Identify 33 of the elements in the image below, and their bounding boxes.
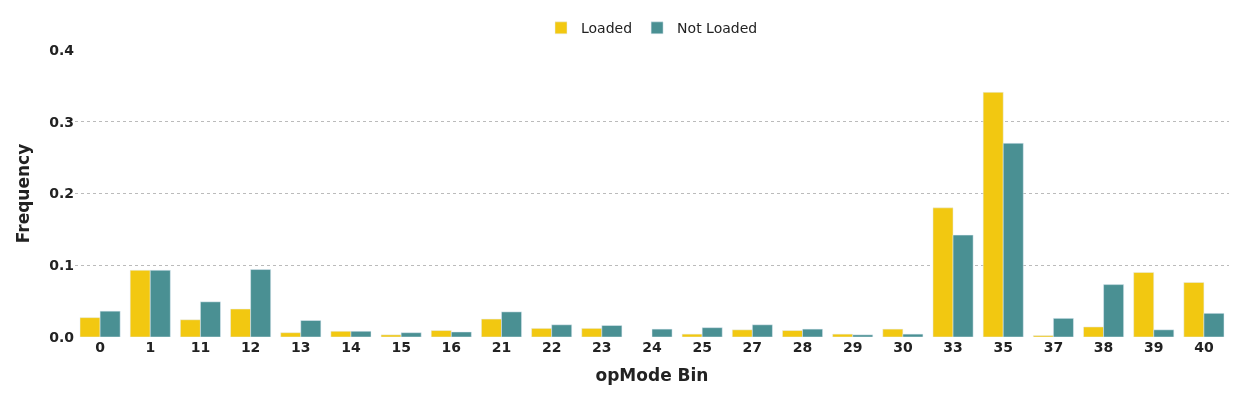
x-tick-label: 30: [893, 339, 913, 355]
x-tick-label: 40: [1194, 339, 1214, 355]
x-tick-label: 16: [441, 339, 462, 355]
x-tick-label: 21: [491, 339, 512, 355]
x-tick-label: 25: [692, 339, 712, 355]
bar: [651, 328, 673, 337]
x-tick-label: 14: [341, 339, 361, 355]
y-tick-label: 0.0: [49, 328, 75, 345]
x-tick-label: 22: [541, 339, 562, 355]
x-tick-label: 24: [642, 339, 662, 355]
x-tick-label: 28: [792, 339, 813, 355]
x-tick-label: 35: [993, 339, 1013, 355]
y-tick-label: 0.3: [49, 113, 74, 130]
x-tick-label: 15: [391, 339, 411, 355]
legend-label: Not Loaded: [677, 20, 758, 37]
y-tick-label: 0.2: [49, 185, 74, 202]
x-tick-label: 11: [190, 339, 211, 355]
x-tick-label: 37: [1043, 339, 1064, 355]
x-tick-label: 33: [943, 339, 963, 355]
x-tick-label: 29: [842, 339, 863, 355]
y-tick-label: 0.4: [49, 41, 75, 58]
x-tick-label: 39: [1144, 339, 1164, 355]
x-tick-label: 38: [1093, 339, 1114, 355]
x-tick-label: 1: [145, 339, 156, 355]
legend-label: Loaded: [581, 20, 633, 37]
x-tick-label: 12: [240, 339, 261, 355]
x-axis-title: opMode Bin: [595, 365, 709, 386]
y-axis-title: Frequency: [12, 143, 33, 244]
x-tick-label: 27: [742, 339, 763, 355]
y-tick-label: 0.1: [49, 257, 74, 274]
x-tick-label: 23: [592, 339, 612, 355]
x-tick-label: 0: [95, 339, 106, 355]
x-tick-label: 13: [291, 339, 311, 355]
